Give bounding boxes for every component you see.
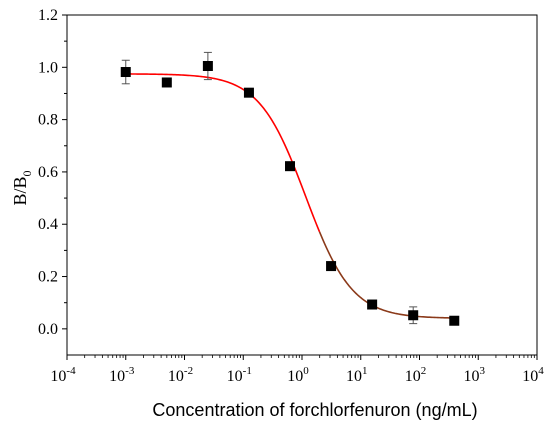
data-point — [243, 87, 254, 98]
y-axis-title-main: B/B — [10, 176, 30, 205]
data-point — [367, 299, 378, 310]
y-tick-label: 0.8 — [38, 112, 58, 129]
data-point — [326, 261, 337, 272]
y-tick-label: 1.2 — [38, 7, 58, 24]
fit-curve-upper — [125, 73, 321, 233]
data-point — [202, 61, 213, 71]
x-tick-label: 101 — [346, 365, 368, 385]
y-axis-title: B/B0 — [10, 170, 34, 205]
x-tick-label: 10-4 — [50, 365, 76, 385]
fit-curve-lower — [318, 231, 455, 319]
data-point — [285, 161, 296, 172]
x-tick-label: 10-1 — [227, 365, 252, 385]
fit-curve — [125, 73, 455, 319]
data-points — [120, 51, 460, 326]
y-tick-label: 1.0 — [38, 59, 58, 76]
data-point — [449, 315, 460, 326]
x-axis-title: Concentration of forchlorfenuron (ng/mL) — [152, 400, 477, 420]
x-tick-label: 100 — [287, 365, 309, 385]
y-axis: 0.0 0.2 0.4 0.6 0.8 1.0 1.2 — [38, 7, 67, 338]
x-tick-label: 103 — [464, 365, 486, 385]
y-tick-label: 0.2 — [38, 269, 58, 286]
x-tick-label: 102 — [405, 365, 427, 385]
data-point — [161, 77, 172, 88]
y-tick-label: 0.0 — [38, 321, 58, 338]
x-axis: 10-4 10-3 10-2 10-1 100 101 102 103 104 — [50, 355, 544, 385]
x-tick-label: 10-2 — [168, 365, 193, 385]
x-tick-label: 104 — [522, 365, 544, 385]
x-tick-label: 10-3 — [109, 365, 135, 385]
data-point — [408, 310, 419, 321]
y-tick-label: 0.4 — [38, 216, 58, 233]
data-point — [120, 67, 131, 78]
y-axis-title-subscript: 0 — [20, 170, 34, 176]
y-tick-label: 0.6 — [38, 164, 58, 181]
